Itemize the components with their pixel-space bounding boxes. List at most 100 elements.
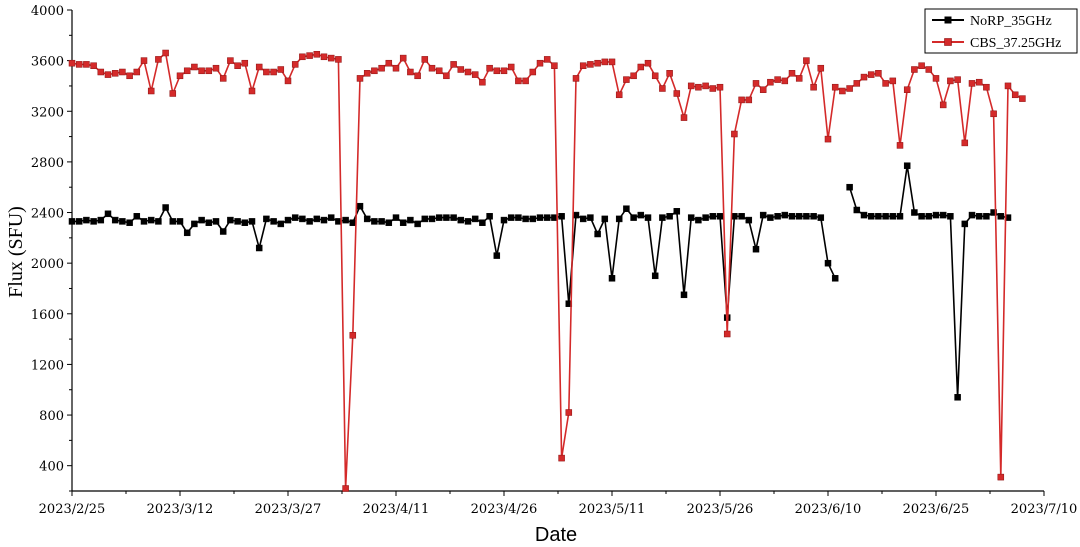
- data-point: [947, 77, 954, 85]
- data-point: [241, 59, 249, 67]
- data-point: [651, 72, 659, 80]
- data-point: [803, 57, 810, 64]
- data-point: [680, 114, 688, 121]
- data-point: [875, 70, 882, 77]
- data-point: [738, 96, 745, 104]
- data-point: [954, 76, 961, 83]
- series-line: [848, 164, 1009, 399]
- data-point: [104, 71, 112, 78]
- data-point: [500, 216, 508, 224]
- data-point: [615, 91, 623, 99]
- data-point: [327, 54, 335, 62]
- x-axis-ticks: 2023/2/25 2023/3/12 2023/3/27 2023/4/11 2023…: [39, 491, 1078, 517]
- data-point: [371, 67, 378, 75]
- data-point: [615, 215, 623, 223]
- data-point: [219, 75, 227, 82]
- y-axis-title: Flux (SFU): [5, 206, 27, 298]
- data-point: [608, 275, 616, 282]
- data-point: [169, 90, 177, 97]
- y-axis-ticks: 400 800 1200 1600 2000 2400 2800 3200 3600 4000: [31, 4, 72, 492]
- data-point: [767, 214, 774, 221]
- data-point: [407, 68, 414, 76]
- data-point: [471, 71, 479, 78]
- data-point: [644, 214, 652, 221]
- legend-label-norp: NoRP_35GHz: [970, 14, 1052, 29]
- data-point: [572, 211, 580, 219]
- data-point: [277, 220, 285, 228]
- x-tick-label: 2023/3/27: [255, 502, 322, 517]
- y-tick-label: 3200: [31, 105, 64, 120]
- x-tick-label: 2023/3/12: [147, 502, 214, 517]
- data-point: [450, 61, 457, 68]
- data-point: [968, 80, 976, 87]
- data-point: [889, 213, 897, 220]
- data-point: [147, 87, 155, 95]
- data-point: [903, 162, 911, 169]
- data-point: [155, 56, 162, 63]
- data-point: [824, 135, 832, 143]
- data-point: [169, 218, 177, 225]
- data-point: [126, 219, 133, 226]
- series-0: [68, 162, 1012, 401]
- data-point: [810, 213, 817, 220]
- data-point: [817, 214, 825, 221]
- data-point: [97, 68, 105, 76]
- data-point: [133, 213, 141, 220]
- data-point: [601, 215, 609, 223]
- data-point: [234, 218, 241, 225]
- data-point: [983, 213, 990, 220]
- data-point: [630, 72, 637, 80]
- data-point: [97, 216, 105, 224]
- x-tick-label: 2023/2/25: [39, 502, 106, 517]
- x-tick-label: 2023/4/11: [363, 502, 430, 517]
- data-point: [291, 61, 299, 68]
- data-point: [486, 64, 493, 72]
- data-point: [939, 211, 947, 219]
- y-tick-label: 1600: [31, 308, 64, 323]
- x-tick-label: 2023/5/11: [579, 502, 646, 517]
- x-tick-label: 2023/4/26: [471, 502, 538, 517]
- data-point: [579, 62, 587, 69]
- x-tick-label: 2023/7/10: [1011, 502, 1078, 517]
- data-point: [428, 215, 436, 223]
- data-point: [205, 67, 213, 75]
- data-point: [529, 68, 537, 76]
- data-point: [853, 206, 861, 214]
- x-axis-title: Date: [535, 524, 577, 546]
- data-point: [594, 230, 601, 238]
- data-point: [443, 214, 450, 221]
- data-point: [291, 214, 299, 221]
- data-point: [716, 213, 724, 220]
- data-point: [565, 409, 573, 416]
- data-point: [479, 219, 486, 226]
- data-point: [695, 83, 702, 91]
- data-point: [659, 214, 666, 221]
- data-point: [255, 244, 263, 252]
- data-point: [932, 211, 940, 219]
- data-point: [543, 214, 551, 221]
- data-point: [997, 213, 1005, 220]
- data-point: [270, 68, 277, 76]
- data-point: [421, 56, 429, 63]
- data-point: [558, 454, 565, 462]
- data-point: [767, 78, 774, 86]
- data-point: [493, 67, 501, 75]
- data-point: [111, 70, 119, 77]
- data-point: [212, 218, 220, 225]
- data-point: [363, 215, 371, 223]
- data-point: [191, 220, 198, 228]
- data-point: [853, 80, 861, 87]
- data-point: [392, 214, 400, 221]
- y-tick-label: 400: [39, 460, 64, 475]
- data-point: [903, 86, 911, 93]
- data-point: [119, 68, 126, 76]
- data-point: [860, 73, 868, 81]
- x-tick-label: 2023/6/10: [795, 502, 862, 517]
- data-point: [414, 220, 421, 228]
- data-point: [990, 209, 997, 216]
- data-point: [183, 67, 191, 75]
- data-point: [659, 85, 666, 92]
- data-point: [313, 215, 321, 223]
- y-tick-label: 800: [39, 409, 64, 424]
- data-point: [551, 62, 558, 69]
